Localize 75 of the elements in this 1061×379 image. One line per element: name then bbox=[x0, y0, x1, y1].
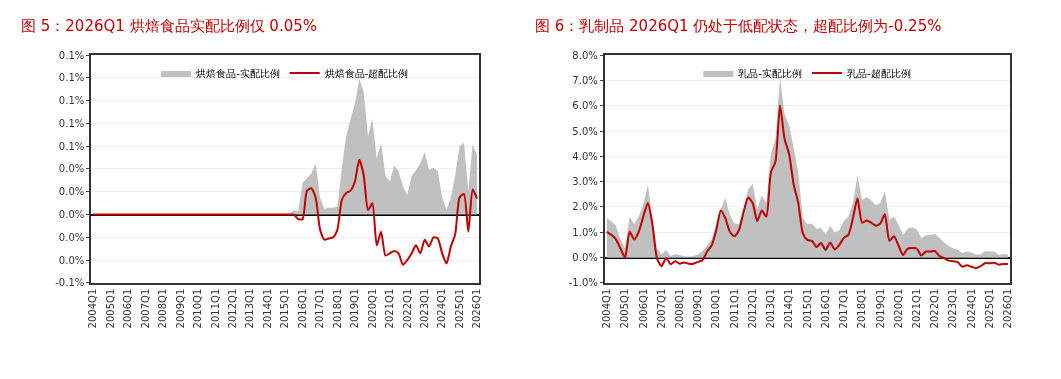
x-tick-label: 2009Q1 bbox=[692, 288, 704, 329]
line-series bbox=[92, 158, 479, 266]
x-tick-label: 2021Q1 bbox=[911, 288, 923, 329]
x-tick-label: 2010Q1 bbox=[192, 288, 204, 329]
x-tick-label: 2022Q1 bbox=[401, 288, 413, 329]
y-tick-label: 2.0% bbox=[572, 201, 598, 213]
y-tick-label: 0.0% bbox=[58, 163, 85, 175]
y-tick-label: 0.1% bbox=[58, 140, 85, 152]
x-tick-label: 2008Q1 bbox=[157, 288, 169, 329]
line-series bbox=[605, 104, 1009, 270]
x-tick-label: 2006Q1 bbox=[637, 288, 649, 329]
x-tick-label: 2004Q1 bbox=[601, 288, 613, 329]
y-tick-label: 0.1% bbox=[58, 49, 85, 61]
x-tick-label: 2025Q1 bbox=[453, 288, 465, 329]
x-tick-label: 2007Q1 bbox=[655, 288, 667, 329]
x-tick-label: 2012Q1 bbox=[746, 288, 758, 329]
y-tick-label: 0.0% bbox=[58, 231, 85, 243]
chart-title: 图 6：乳制品 2026Q1 仍处于低配状态，超配比例为-0.25% bbox=[535, 17, 942, 35]
legend-label: 烘焙食品-超配比例 bbox=[324, 67, 409, 79]
y-tick-label: 5.0% bbox=[572, 125, 598, 137]
y-tick-label: 1.0% bbox=[572, 226, 598, 238]
x-tick-label: 2016Q1 bbox=[296, 288, 308, 329]
y-tick-label: 0.1% bbox=[58, 95, 85, 107]
x-tick-label: 2020Q1 bbox=[366, 288, 378, 329]
x-tick-label: 2023Q1 bbox=[418, 288, 430, 329]
y-tick-label: 0.1% bbox=[58, 72, 85, 84]
y-tick-label: 8.0% bbox=[572, 49, 598, 61]
x-tick-label: 2025Q1 bbox=[983, 288, 995, 329]
legend-label: 烘焙食品-实配比例 bbox=[196, 67, 280, 79]
x-tick-label: 2023Q1 bbox=[947, 288, 959, 329]
y-tick-label: 6.0% bbox=[572, 100, 598, 112]
legend-label: 乳品-超配比例 bbox=[846, 67, 911, 79]
y-tick-label: 0.0% bbox=[58, 254, 85, 266]
x-tick-label: 2015Q1 bbox=[801, 288, 813, 329]
y-tick-label: 0.0% bbox=[58, 186, 85, 198]
x-tick-label: 2017Q1 bbox=[838, 288, 850, 329]
x-tick-label: 2013Q1 bbox=[765, 288, 777, 329]
y-tick-label: 0.1% bbox=[58, 117, 85, 129]
x-tick-label: 2011Q1 bbox=[728, 288, 740, 329]
x-tick-label: 2018Q1 bbox=[856, 288, 868, 329]
x-tick-label: 2026Q1 bbox=[1002, 288, 1014, 329]
x-tick-label: 2013Q1 bbox=[244, 288, 256, 329]
x-tick-label: 2020Q1 bbox=[892, 288, 904, 329]
y-tick-label: 3.0% bbox=[572, 176, 598, 188]
y-tick-label: 0.0% bbox=[58, 209, 85, 221]
x-tick-label: 2019Q1 bbox=[349, 288, 361, 329]
x-tick-label: 2011Q1 bbox=[209, 288, 221, 329]
y-tick-label: 4.0% bbox=[572, 150, 598, 162]
x-tick-label: 2017Q1 bbox=[314, 288, 326, 329]
y-tick-label: -1.0% bbox=[568, 277, 598, 289]
legend-label: 乳品-实配比例 bbox=[738, 67, 802, 79]
x-tick-label: 2005Q1 bbox=[619, 288, 631, 329]
x-tick-label: 2014Q1 bbox=[783, 288, 795, 329]
x-tick-label: 2021Q1 bbox=[384, 288, 396, 329]
x-tick-label: 2026Q1 bbox=[471, 288, 483, 329]
x-tick-label: 2019Q1 bbox=[874, 288, 886, 329]
x-tick-label: 2007Q1 bbox=[139, 288, 151, 329]
x-tick-label: 2024Q1 bbox=[436, 288, 448, 329]
x-tick-label: 2015Q1 bbox=[279, 288, 291, 329]
y-tick-label: 7.0% bbox=[572, 74, 598, 86]
x-tick-label: 2004Q1 bbox=[87, 288, 99, 329]
x-tick-label: 2005Q1 bbox=[104, 288, 116, 329]
x-tick-label: 2010Q1 bbox=[710, 288, 722, 329]
x-tick-label: 2009Q1 bbox=[174, 288, 186, 329]
x-tick-label: 2006Q1 bbox=[122, 288, 134, 329]
y-tick-label: -0.1% bbox=[55, 277, 85, 289]
x-tick-label: 2014Q1 bbox=[261, 288, 273, 329]
y-tick-label: 0.0% bbox=[572, 252, 598, 264]
x-tick-label: 2018Q1 bbox=[331, 288, 343, 329]
x-tick-label: 2024Q1 bbox=[965, 288, 977, 329]
x-tick-label: 2012Q1 bbox=[227, 288, 239, 329]
x-tick-label: 2008Q1 bbox=[673, 288, 685, 329]
x-tick-label: 2016Q1 bbox=[819, 288, 831, 329]
x-tick-label: 2022Q1 bbox=[929, 288, 941, 329]
chart-title: 图 5：2026Q1 烘焙食品实配比例仅 0.05% bbox=[21, 17, 318, 35]
